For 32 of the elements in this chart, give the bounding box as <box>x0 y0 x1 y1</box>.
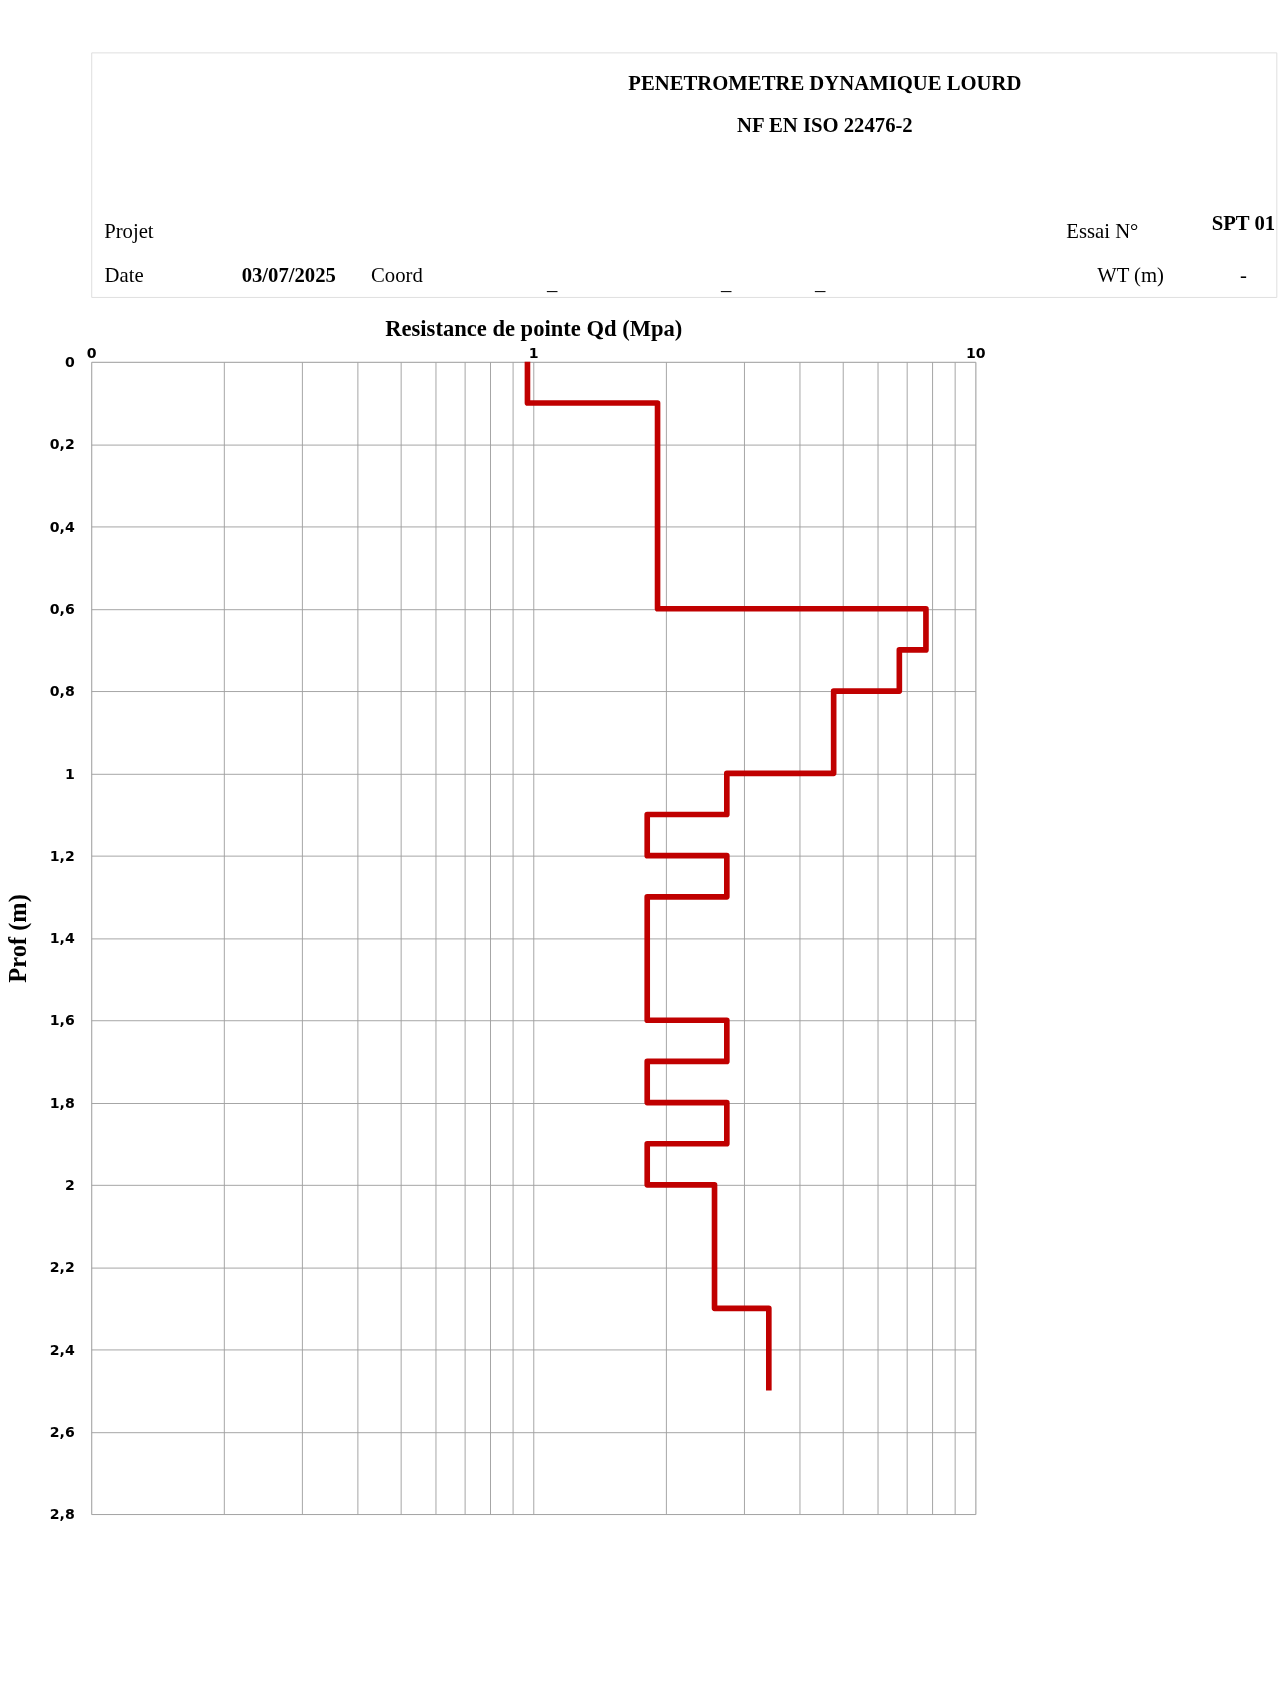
y-tick-label: 1,8 <box>49 1094 75 1111</box>
y-tick-label: 2,2 <box>49 1259 75 1276</box>
text: - <box>1239 263 1247 286</box>
y-axis-title: Prof (m) <box>4 894 33 983</box>
y-tick-label: 0,4 <box>49 518 75 535</box>
y-tick-label: 2 <box>64 1177 75 1194</box>
y-tick-label: 0,6 <box>49 600 75 617</box>
x-tick-label: 0 <box>86 344 97 361</box>
y-tick-label: 0,2 <box>49 436 75 453</box>
y-tick-label: 1,6 <box>49 1012 75 1029</box>
text: Date <box>104 263 144 286</box>
text: _ <box>814 271 827 294</box>
y-tick-label: 2,4 <box>49 1341 75 1358</box>
text: Projet <box>104 219 154 243</box>
text: Essai N° <box>1066 219 1139 242</box>
x-tick-label: 10 <box>966 344 986 361</box>
chart-subtitle: NF EN ISO 22476-2 <box>737 114 913 137</box>
x-tick-label: 1 <box>528 344 539 361</box>
chart-title: PENETROMETRE DYNAMIQUE LOURD <box>628 72 1022 95</box>
y-tick-label: 2,6 <box>49 1423 75 1440</box>
y-tick-label: 1,4 <box>49 930 75 947</box>
y-tick-label: 2,8 <box>49 1506 75 1523</box>
y-tick-label: 1,2 <box>49 847 75 864</box>
text: _ <box>719 271 732 294</box>
x-axis-title: Resistance de pointe Qd (Mpa) <box>385 316 683 341</box>
text: SPT 01 <box>1211 212 1276 235</box>
text: 03/07/2025 <box>241 263 336 286</box>
y-tick-label: 1 <box>64 765 75 782</box>
text: _ <box>545 271 558 294</box>
y-tick-label: 0,8 <box>49 683 75 700</box>
text: WT (m) <box>1097 263 1164 287</box>
text: Coord <box>371 263 424 286</box>
